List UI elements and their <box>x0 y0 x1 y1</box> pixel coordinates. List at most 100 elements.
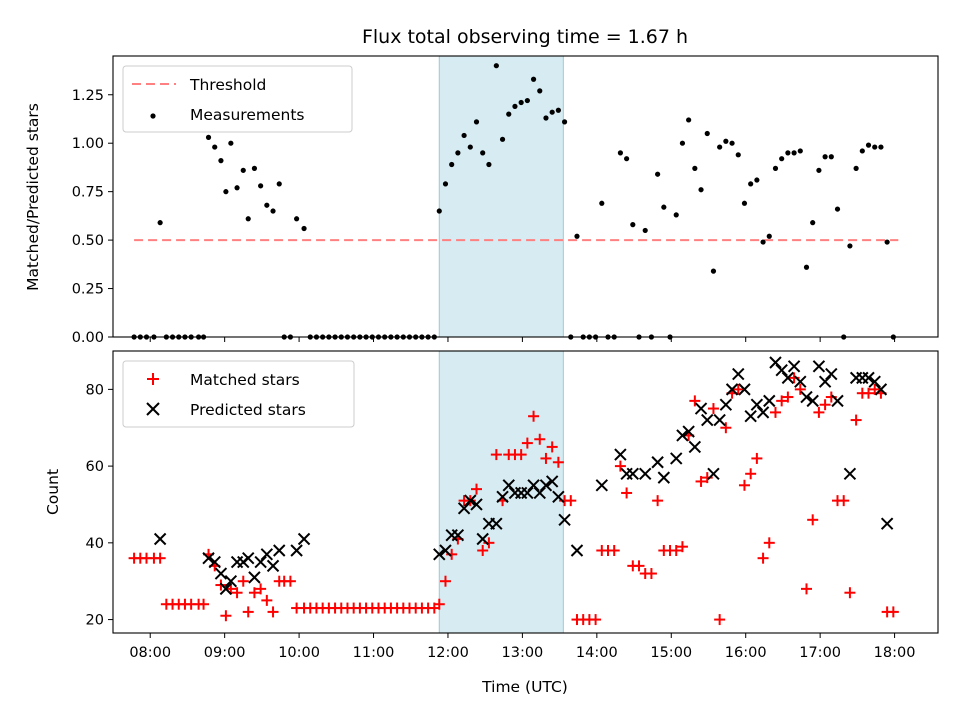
measurement-point <box>803 264 810 270</box>
predicted-star-marker <box>470 498 483 511</box>
measurement-point <box>655 171 661 177</box>
matched-star-marker <box>645 568 657 580</box>
matched-star-marker <box>261 594 273 606</box>
measurement-point <box>218 158 224 164</box>
x-tick-label: 15:00 <box>650 645 692 661</box>
measurement-point <box>574 233 580 239</box>
predicted-star-marker <box>682 425 695 438</box>
measurement-point <box>673 212 679 218</box>
matched-star-marker <box>621 487 633 499</box>
highlight-span <box>438 55 564 338</box>
measurement-point <box>791 150 797 156</box>
predicted-star-marker <box>153 532 167 546</box>
measurement-point <box>748 181 754 187</box>
matched-star-marker <box>819 399 831 411</box>
predicted-star-marker <box>297 532 311 546</box>
predicted-star-marker <box>290 544 303 557</box>
matched-star-marker <box>757 552 769 564</box>
measurement-point <box>264 202 270 208</box>
matched-star-marker <box>521 437 533 449</box>
x-tick-label: 17:00 <box>799 645 841 661</box>
matched-star-marker <box>433 598 445 610</box>
matched-star-marker <box>633 560 645 572</box>
matched-star-marker <box>869 383 881 395</box>
predicted-star-marker <box>521 486 534 500</box>
predicted-star-marker <box>874 383 888 396</box>
matched-star-marker <box>590 614 602 626</box>
measurement-point <box>828 154 834 160</box>
predicted-star-marker <box>595 479 609 492</box>
matched-star-marker <box>714 614 726 626</box>
measurement-point <box>480 150 486 156</box>
predicted-star-marker <box>719 398 733 411</box>
y-tick-label: 1.25 <box>72 88 104 104</box>
matched-star-marker <box>800 583 812 595</box>
predicted-star-marker <box>868 375 881 388</box>
plot-frame <box>112 350 939 634</box>
measurement-point <box>301 225 307 232</box>
measurement-point <box>822 154 828 160</box>
predicted-star-marker <box>725 383 739 396</box>
measurement-point <box>561 119 568 125</box>
measurement-point <box>499 136 506 142</box>
x-tick-label: 13:00 <box>502 645 544 661</box>
predicted-star-marker <box>843 467 857 480</box>
matched-star-marker <box>154 552 166 564</box>
matched-star-marker <box>807 514 819 526</box>
measurement-point <box>698 187 704 193</box>
matched-star-marker <box>540 452 552 464</box>
x-tick-label: 18:00 <box>874 645 916 661</box>
legend-predicted-label: Predicted stars <box>190 401 306 419</box>
predicted-star-marker <box>273 544 286 557</box>
measurement-point <box>442 181 449 187</box>
x-tick-label: 16:00 <box>725 645 767 661</box>
measurement-point <box>228 140 234 146</box>
predicted-star-marker <box>744 410 757 423</box>
y-tick-label: 20 <box>86 613 104 629</box>
predicted-star-marker <box>651 456 664 469</box>
matched-star-marker <box>652 495 664 507</box>
legend-box <box>122 65 353 133</box>
measurement-point <box>853 165 859 171</box>
legend-threshold-label: Threshold <box>189 76 266 94</box>
matched-star-marker <box>534 433 546 445</box>
measurement-point <box>518 99 524 106</box>
matched-star-marker <box>267 606 279 618</box>
matched-star-marker <box>490 449 502 461</box>
predicted-star-marker <box>545 475 559 488</box>
y-axis-ticks: 0.00 0.25 0.50 0.75 1.00 1.25 <box>72 88 113 346</box>
predicted-star-marker <box>657 471 671 484</box>
matched-star-marker <box>565 495 577 507</box>
measurement-point <box>486 161 492 168</box>
predicted-star-marker <box>254 555 267 569</box>
legend: Matched stars Predicted stars <box>122 360 355 428</box>
measurement-point <box>878 144 884 150</box>
predicted-star-marker <box>738 383 751 396</box>
measurement-point <box>506 111 512 117</box>
measurement-point <box>455 150 461 156</box>
plot-frame <box>112 55 939 338</box>
ratio-panel: Flux total observing time = 1.67 h 0.000… <box>24 26 939 346</box>
matched-star-marker <box>732 383 744 395</box>
measurement-point <box>258 183 264 189</box>
x-tick-label: 14:00 <box>576 645 618 661</box>
measurement-point <box>741 200 748 206</box>
measurement-point <box>270 208 276 214</box>
measurement-point <box>729 140 735 146</box>
predicted-star-marker <box>439 544 452 557</box>
matched-star-marker <box>720 422 732 434</box>
x-axis-ticks: 08:00 09:00 10:00 11:00 12:00 13:00 14:00 15:00… <box>129 633 915 661</box>
predicted-star-marker <box>787 360 801 373</box>
matched-star-marker <box>515 449 527 461</box>
predicted-star-marker <box>202 551 215 565</box>
measurement-point <box>630 222 636 228</box>
y-tick-label: 60 <box>86 459 104 475</box>
measurement-point <box>599 200 605 206</box>
predicted-star-marker <box>794 375 807 388</box>
y-axis-label: Count <box>44 469 62 515</box>
measurement-point <box>251 165 258 171</box>
predicted-star-marker <box>732 367 745 381</box>
measurement-point <box>779 156 785 162</box>
predicted-star-marker <box>769 356 782 369</box>
count-panel: 20 40 60 80 08:00 09:00 10:00 11:00 12:00 13:00 1… <box>44 350 939 696</box>
